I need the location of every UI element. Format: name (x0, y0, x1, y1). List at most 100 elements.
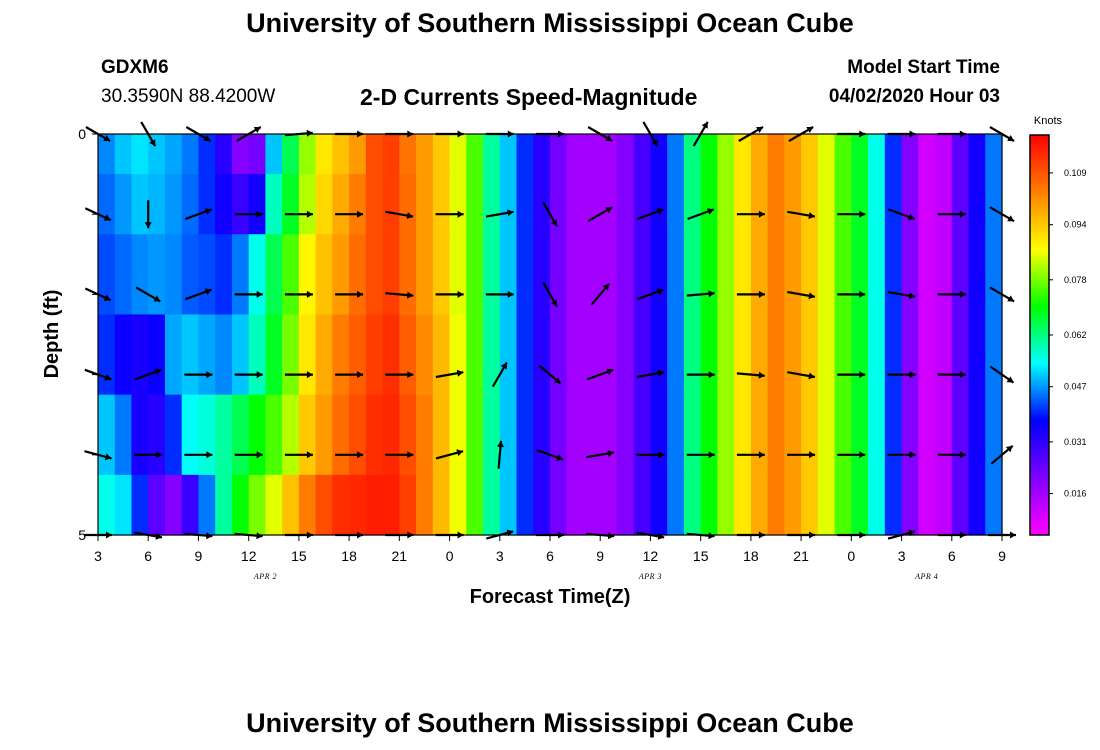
heatmap-cell (667, 474, 685, 536)
heatmap-cell (516, 234, 534, 316)
heatmap-cell (449, 234, 467, 316)
heatmap-cell (282, 174, 300, 235)
heatmap-cell (985, 234, 1003, 316)
heatmap-cell (566, 474, 585, 536)
heatmap-cell (667, 234, 685, 316)
x-axis: 3 6 9 12 15 18 21 0 3 6 9 12 15 18 21 0 3 6 9 APR 2 APR 3 APR… (94, 535, 1006, 581)
heatmap-cell (650, 174, 668, 235)
x-tick-label: 12 (643, 548, 659, 564)
current-arrow (284, 371, 313, 379)
heatmap-cell (399, 474, 417, 536)
heatmap-cell (181, 314, 200, 396)
heatmap-cell (935, 174, 953, 235)
heatmap-cell (466, 174, 484, 235)
heatmap-cell (566, 314, 585, 396)
heatmap-cell (382, 174, 400, 235)
heatmap-cell (315, 314, 333, 396)
current-arrow (686, 371, 715, 379)
heatmap-cell (750, 174, 769, 235)
heatmap-cell (315, 474, 333, 536)
heatmap-cell (817, 474, 836, 536)
heatmap-cell (834, 134, 852, 175)
heatmap-cell (114, 234, 133, 316)
heatmap-cell (365, 234, 384, 316)
heatmap-cell (717, 394, 735, 476)
heatmap-cell (516, 314, 534, 396)
heatmap-cell (248, 174, 267, 235)
heatmap-cell (483, 234, 501, 316)
colorbar-gradient (1029, 134, 1050, 536)
heatmap-cell (164, 134, 183, 175)
main-title: University of Southern Mississippi Ocean… (246, 8, 854, 38)
heatmap-cell (248, 474, 267, 536)
heatmap-cell (315, 234, 333, 316)
heatmap-cell (985, 474, 1003, 536)
heatmap-cell (851, 474, 869, 536)
current-arrow (385, 371, 414, 379)
current-arrow (937, 290, 966, 298)
heatmap-cell (416, 134, 434, 175)
heatmap-cell (114, 474, 133, 536)
heatmap-cell (483, 174, 501, 235)
heatmap-cell (784, 174, 802, 235)
heatmap-cell (198, 134, 216, 175)
heatmap-cell (817, 134, 836, 175)
heatmap-cell (868, 314, 886, 396)
heatmap-cell (550, 474, 568, 536)
heatmap-cell (901, 234, 919, 316)
heatmap-cell (131, 134, 149, 175)
heatmap-cell (315, 174, 333, 235)
heatmap-cell (349, 314, 367, 396)
heatmap-cell (98, 234, 116, 316)
heatmap-cell (533, 234, 551, 316)
heatmap-cell (750, 134, 769, 175)
heatmap-cell (667, 394, 685, 476)
heatmap-cell (918, 134, 936, 175)
heatmap-cell (650, 394, 668, 476)
colorbar-tick-label: 0.094 (1064, 220, 1087, 230)
heatmap-cell (616, 474, 635, 536)
current-arrow (787, 451, 816, 459)
heatmap-cell (332, 314, 350, 396)
heatmap-cell (131, 314, 149, 396)
current-arrow (787, 371, 816, 380)
heatmap-cell (148, 234, 166, 316)
current-arrow (135, 286, 161, 303)
heatmap-cell (851, 134, 869, 175)
heatmap-cell (533, 314, 551, 396)
heatmap-cell (198, 314, 216, 396)
current-arrow (485, 209, 514, 218)
heatmap-cell (231, 234, 250, 316)
heatmap-cell (231, 394, 250, 476)
heatmap-cell (365, 314, 384, 396)
current-arrow (888, 208, 916, 221)
heatmap-cell (901, 394, 919, 476)
heatmap-cell (181, 394, 200, 476)
heatmap-cell (382, 474, 400, 536)
heatmap-cell (968, 314, 986, 396)
heatmap-cell (767, 134, 785, 175)
heatmap-cell (767, 174, 785, 235)
heatmap-cell (131, 474, 149, 536)
heatmap-cell (734, 174, 752, 235)
y-axis: 05 (78, 126, 98, 543)
heatmap-cell (616, 234, 635, 316)
heatmap-cell (282, 134, 300, 175)
heatmap-cell (633, 394, 652, 476)
heatmap-cell (499, 174, 518, 235)
x-tick-label: 9 (596, 548, 604, 564)
current-arrow (284, 210, 313, 218)
x-tick-label: 3 (94, 548, 102, 564)
heatmap-cell (550, 394, 568, 476)
heatmap-cell (365, 134, 384, 175)
heatmap-cell (784, 394, 802, 476)
heatmap-cell (683, 394, 702, 476)
heatmap-cell (600, 174, 618, 235)
heatmap-cell (399, 314, 417, 396)
heatmap-cell (884, 174, 903, 235)
heatmap-cell (98, 174, 116, 235)
heatmap-cell (114, 134, 133, 175)
heatmap-cell (600, 134, 618, 175)
heatmap-cell (784, 314, 802, 396)
current-arrow (234, 290, 263, 298)
